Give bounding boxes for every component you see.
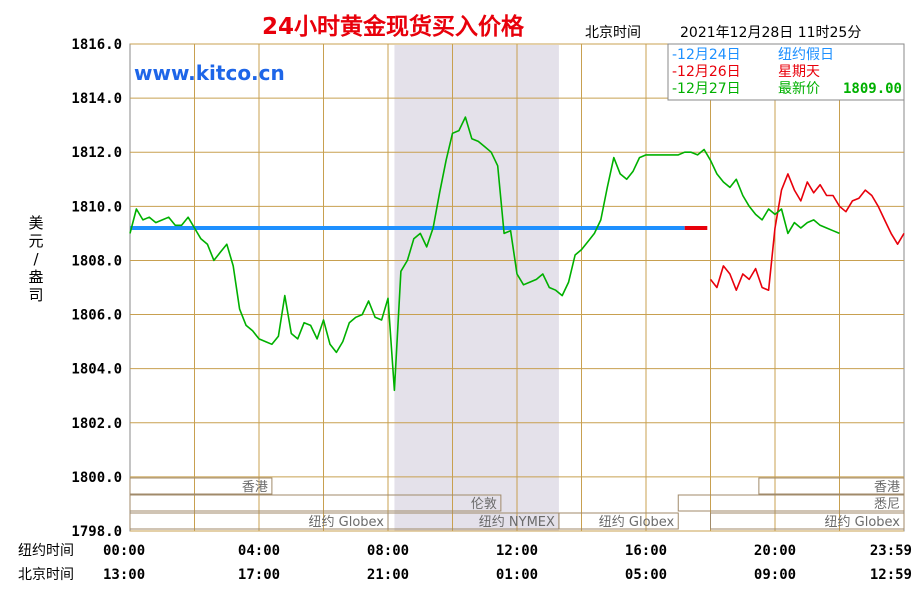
x-tick-label-ny: 08:00 [367,543,409,559]
y-axis-unit-label: 美元/盎司 [28,214,43,304]
x-tick-label-ny: 20:00 [754,543,796,559]
x-tick-label-bj: 17:00 [238,567,280,583]
legend-date: -12月26日 [672,64,741,80]
session-label: 纽约 Globex [599,515,675,530]
x-row-label-ny: 纽约时间 [18,543,74,559]
y-tick-label: 1816.0 [71,37,122,53]
legend-latest-price: 1809.00 [843,81,902,97]
y-axis-title: 美元/盎司 [28,214,43,304]
chart-title: 24小时黄金现货买入价格 [262,13,525,40]
watermark-kitco: www.kitco.cn [134,61,285,85]
session-label: 纽约 Globex [825,515,901,530]
x-tick-label-ny: 12:00 [496,543,538,559]
nymex-session-shade [394,45,559,531]
x-tick-label-bj: 12:59 [870,567,912,583]
y-tick-label: 1810.0 [71,199,122,215]
grid-lines [130,43,904,532]
session-bar [758,477,905,495]
y-tick-label: 1802.0 [71,416,122,432]
y-tick-label: 1814.0 [71,91,122,107]
legend-note: 最新价 [778,81,820,97]
x-tick-label-ny: 16:00 [625,543,667,559]
session-label: 伦敦 [471,496,497,512]
session-bar [558,512,679,530]
session-bar [129,477,273,495]
legend: -12月24日 纽约假日 -12月26日 星期天 -12月27日 最新价 1809.00 [667,43,905,101]
y-tick-label: 1806.0 [71,308,122,324]
x-tick-label-ny: 23:59 [870,543,912,559]
session-bar [710,512,905,530]
x-row-label-bj: 北京时间 [18,567,74,583]
legend-note: 星期天 [778,64,820,80]
header-timezone-label: 北京时间 [585,25,641,41]
x-tick-label-bj: 21:00 [367,567,409,583]
legend-note: 纽约假日 [778,47,834,63]
x-axis-ticks: 00:00 04:00 08:00 12:00 16:00 20:00 23:59 13:00… [103,543,912,583]
x-tick-label-bj: 13:00 [103,567,145,583]
series-lines [129,116,905,392]
x-tick-label-ny: 00:00 [103,543,145,559]
y-tick-label: 1798.0 [71,524,122,540]
session-bar [129,494,502,512]
session-bar [677,494,905,512]
y-tick-label: 1804.0 [71,362,122,378]
series-line-2 [709,173,905,292]
y-tick-label: 1812.0 [71,145,122,161]
session-label: 香港 [874,480,900,495]
legend-date: -12月24日 [672,47,741,63]
session-label: 纽约 Globex [309,515,385,530]
y-axis-ticks: 1816.0 1814.0 1812.0 1810.0 1808.0 1806.0 1804… [71,37,122,540]
y-tick-label: 1808.0 [71,253,122,269]
legend-date: -12月27日 [672,81,741,97]
session-label: 悉尼 [874,497,900,512]
x-tick-label-ny: 04:00 [238,543,280,559]
x-tick-label-bj: 09:00 [754,567,796,583]
x-tick-label-bj: 05:00 [625,567,667,583]
series-line-3 [129,116,840,392]
x-tick-label-bj: 01:00 [496,567,538,583]
y-tick-label: 1800.0 [71,470,122,486]
session-label: 纽约 NYMEX [479,515,555,530]
header-datetime: 2021年12月28日 11时25分 [680,25,861,41]
session-label: 香港 [242,480,268,495]
